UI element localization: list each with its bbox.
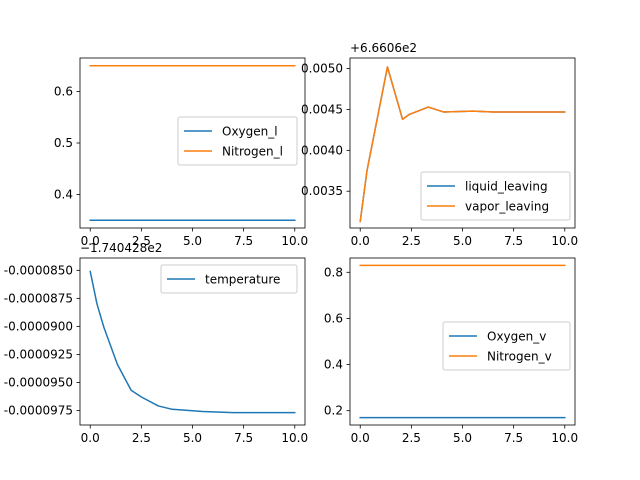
- x-tick-label: 2.5: [402, 234, 421, 248]
- legend: temperature: [160, 264, 298, 294]
- legend-label-liquid_leaving: liquid_leaving: [465, 180, 548, 194]
- legend: Oxygen_l Nitrogen_l: [177, 116, 298, 166]
- x-tick-label: 7.5: [504, 234, 523, 248]
- legend-box: [177, 116, 298, 166]
- legend-box: [420, 171, 571, 221]
- x-tick-label: 0.0: [351, 234, 370, 248]
- x-tick-label: 2.5: [402, 431, 421, 445]
- y-tick-label: 0.4: [324, 358, 343, 372]
- y-tick-label: 0.6: [54, 84, 73, 98]
- series-line-temperature: [89, 270, 296, 414]
- x-tick-label: 0.0: [81, 431, 100, 445]
- legend-label-Oxygen_v: Oxygen_v: [487, 330, 546, 344]
- x-tick-label: 5.0: [183, 431, 202, 445]
- series-line-vapor_leaving: [359, 66, 566, 223]
- x-tick-label: 10.0: [281, 431, 308, 445]
- legend-label-Oxygen_l: Oxygen_l: [222, 125, 278, 139]
- x-tick-label: 7.5: [504, 431, 523, 445]
- x-tick-label: 10.0: [551, 234, 578, 248]
- y-tick-label: 0.5: [54, 136, 73, 150]
- x-tick-label: 10.0: [281, 234, 308, 248]
- x-tick-label: 5.0: [453, 234, 472, 248]
- legend-label-Nitrogen_l: Nitrogen_l: [222, 145, 283, 159]
- x-tick-label: 0.0: [81, 234, 100, 248]
- y-tick-label: 0.0040: [301, 143, 343, 157]
- y-tick-label: 0.8: [324, 265, 343, 279]
- x-tick-label: 0.0: [351, 431, 370, 445]
- x-tick-label: 2.5: [132, 234, 151, 248]
- y-tick-label: -0.0000925: [4, 347, 73, 361]
- y-tick-label: 0.4: [54, 188, 73, 202]
- x-tick-label: 5.0: [453, 431, 472, 445]
- y-tick-label: -0.0000850: [4, 263, 73, 277]
- y-tick-label: -0.0000950: [4, 375, 73, 389]
- chart-panel-4: 0.0 2.5 5.0 7.5 10.0 0.2 0.4 0.6 0.8 Oxygen_v Nitr…: [324, 257, 578, 445]
- y-tick-label: 0.6: [324, 311, 343, 325]
- y-tick-label: -0.0000875: [4, 291, 73, 305]
- x-tick-label: 7.5: [234, 234, 253, 248]
- y-tick-label: -0.0000900: [4, 319, 73, 333]
- y-tick-label: 0.0045: [301, 102, 343, 116]
- x-tick-label: 2.5: [132, 431, 151, 445]
- y-tick-label: 0.0050: [301, 62, 343, 76]
- legend-label-vapor_leaving: vapor_leaving: [465, 200, 549, 214]
- y-offset-label: −1.740428e2: [80, 241, 162, 255]
- legend: Oxygen_v Nitrogen_v: [442, 321, 571, 371]
- y-tick-label: 0.0035: [301, 184, 343, 198]
- legend-label-Nitrogen_v: Nitrogen_v: [487, 350, 552, 364]
- legend-box: [442, 321, 571, 371]
- chart-panel-2: 0.0 2.5 5.0 7.5 10.0 0.0035 0.0040 0.0045 0.0050…: [301, 41, 578, 248]
- y-tick-label: -0.0000975: [4, 403, 73, 417]
- y-tick-label: 0.2: [324, 404, 343, 418]
- legend-label-temperature: temperature: [205, 273, 280, 287]
- x-tick-label: 10.0: [551, 431, 578, 445]
- x-tick-label: 5.0: [183, 234, 202, 248]
- x-tick-label: 7.5: [234, 431, 253, 445]
- legend: liquid_leaving vapor_leaving: [420, 171, 571, 221]
- legend-box: [160, 264, 298, 294]
- y-offset-label: +6.6606e2: [350, 41, 417, 55]
- chart-panel-1: 0.0 2.5 5.0 7.5 10.0 0.4 0.5 0.6 Oxygen_l Nitroge…: [54, 57, 308, 248]
- chart-panel-3: 0.0 2.5 5.0 7.5 10.0 -0.0000850 -0.0000875 -0.0…: [4, 241, 308, 445]
